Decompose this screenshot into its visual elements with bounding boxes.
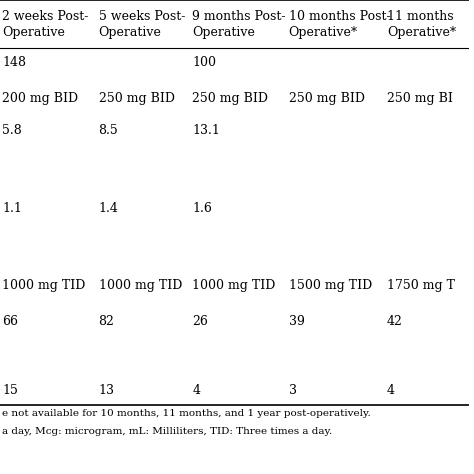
Text: 82: 82: [99, 315, 114, 328]
Text: 250 mg BID: 250 mg BID: [99, 92, 174, 105]
Text: 9 months Post-
Operative: 9 months Post- Operative: [192, 9, 286, 38]
Text: 250 mg BID: 250 mg BID: [192, 92, 268, 105]
Text: 1000 mg TID: 1000 mg TID: [192, 279, 276, 292]
Text: 1000 mg TID: 1000 mg TID: [2, 279, 86, 292]
Text: 1.1: 1.1: [2, 201, 22, 215]
Text: 8.5: 8.5: [99, 124, 118, 137]
Text: e not available for 10 months, 11 months, and 1 year post-operatively.: e not available for 10 months, 11 months…: [2, 409, 371, 418]
Text: 5.8: 5.8: [2, 124, 22, 137]
Text: 13: 13: [99, 384, 115, 397]
Text: 148: 148: [2, 56, 27, 69]
Text: 1500 mg TID: 1500 mg TID: [289, 279, 372, 292]
Text: 100: 100: [192, 56, 216, 69]
Text: 39: 39: [289, 315, 304, 328]
Text: 1.6: 1.6: [192, 201, 212, 215]
Text: 13.1: 13.1: [192, 124, 220, 137]
Text: 11 months
Operative*: 11 months Operative*: [387, 9, 456, 38]
Text: 42: 42: [387, 315, 403, 328]
Text: 1.4: 1.4: [99, 201, 118, 215]
Text: 4: 4: [387, 384, 395, 397]
Text: 4: 4: [192, 384, 201, 397]
Text: 1000 mg TID: 1000 mg TID: [99, 279, 182, 292]
Text: 10 months Post-
Operative*: 10 months Post- Operative*: [289, 9, 390, 38]
Text: 250 mg BI: 250 mg BI: [387, 92, 453, 105]
Text: 66: 66: [2, 315, 18, 328]
Text: 250 mg BID: 250 mg BID: [289, 92, 365, 105]
Text: 2 weeks Post-
Operative: 2 weeks Post- Operative: [2, 9, 89, 38]
Text: 26: 26: [192, 315, 208, 328]
Text: 200 mg BID: 200 mg BID: [2, 92, 79, 105]
Text: 3: 3: [289, 384, 297, 397]
Text: 5 weeks Post-
Operative: 5 weeks Post- Operative: [99, 9, 185, 38]
Text: a day, Mcg: microgram, mL: Milliliters, TID: Three times a day.: a day, Mcg: microgram, mL: Milliliters, …: [2, 427, 333, 436]
Text: 1750 mg T: 1750 mg T: [387, 279, 455, 292]
Text: 15: 15: [2, 384, 18, 397]
